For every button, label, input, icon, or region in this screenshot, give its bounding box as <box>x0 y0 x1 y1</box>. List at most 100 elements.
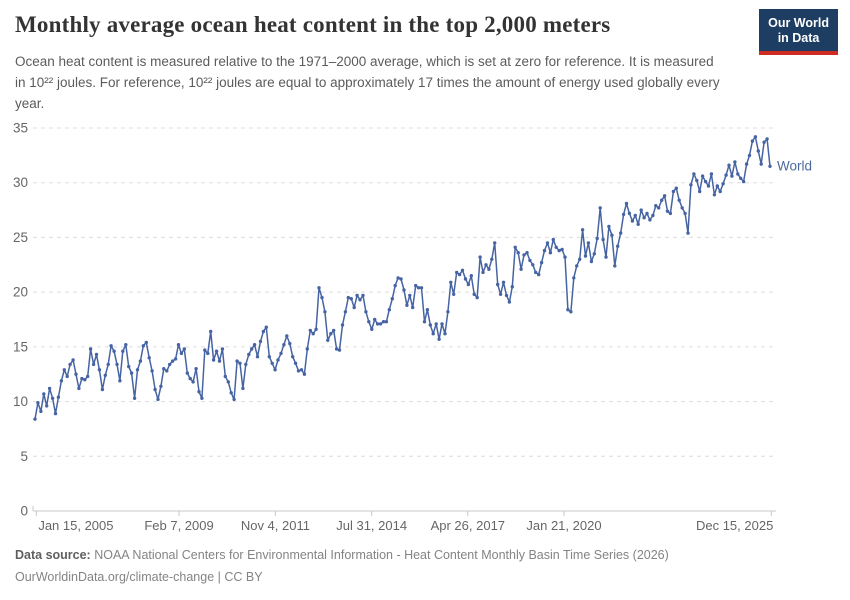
data-point-marker <box>572 276 576 280</box>
data-point-marker <box>692 172 696 176</box>
data-point-marker <box>115 362 119 367</box>
owid-logo[interactable]: Our World in Data <box>759 9 838 55</box>
data-point-marker <box>214 349 219 353</box>
data-point-marker <box>750 139 755 143</box>
license-link-line[interactable]: OurWorldinData.org/climate-change | CC B… <box>15 570 263 584</box>
data-point-marker <box>654 204 658 208</box>
data-point-marker <box>662 194 667 198</box>
data-point-marker <box>762 140 766 144</box>
data-point-marker <box>419 286 424 290</box>
data-point-marker <box>706 184 711 188</box>
data-point-marker <box>466 282 471 287</box>
data-point-marker <box>630 219 635 223</box>
data-point-marker <box>575 264 579 268</box>
data-point-marker <box>390 297 394 301</box>
data-point-marker <box>244 362 248 367</box>
data-point-marker <box>247 352 251 357</box>
data-point-marker <box>449 280 453 284</box>
data-point-marker <box>241 386 245 391</box>
data-point-marker <box>695 178 699 183</box>
data-point-marker <box>337 348 342 352</box>
data-point-marker <box>378 322 383 326</box>
data-point-marker <box>229 391 233 395</box>
data-point-marker <box>68 362 72 367</box>
data-point-marker <box>88 347 93 351</box>
data-point-marker <box>109 344 113 348</box>
data-point-marker <box>730 174 734 178</box>
data-point-marker <box>206 351 210 356</box>
data-point-marker <box>592 252 596 256</box>
data-point-marker <box>431 332 435 336</box>
data-point-marker <box>657 206 661 210</box>
data-point-marker <box>727 163 731 167</box>
data-point-marker <box>129 371 134 375</box>
data-point-marker <box>677 198 681 202</box>
data-point-marker <box>367 320 371 324</box>
data-point-marker <box>680 206 684 210</box>
y-axis-label: 10 <box>13 394 28 409</box>
data-point-marker <box>496 282 500 287</box>
data-point-marker <box>739 176 743 180</box>
data-point-marker <box>765 137 769 141</box>
data-point-marker <box>127 364 131 369</box>
data-point-marker <box>80 376 84 381</box>
data-point-marker <box>624 201 629 206</box>
data-point-marker <box>352 305 356 310</box>
data-point-marker <box>346 295 350 300</box>
data-point-marker <box>756 149 760 153</box>
data-point-marker <box>232 397 236 402</box>
data-point-marker <box>250 347 254 351</box>
data-point-marker <box>47 386 52 391</box>
data-point-marker <box>179 351 184 356</box>
data-point-marker <box>510 285 514 289</box>
data-point-marker <box>560 247 564 252</box>
data-point-marker <box>516 251 520 255</box>
data-point-marker <box>736 172 740 176</box>
data-point-marker <box>238 361 242 365</box>
data-point-marker <box>405 303 409 307</box>
data-point-marker <box>144 340 148 345</box>
series-end-label: World <box>777 158 812 173</box>
data-point-marker <box>170 359 175 363</box>
data-point-marker <box>261 329 266 334</box>
y-axis-label: 20 <box>13 285 28 300</box>
data-point-marker <box>53 411 58 416</box>
data-point-marker <box>712 193 717 197</box>
data-point-marker <box>610 233 614 237</box>
data-point-marker <box>162 367 166 371</box>
data-point-marker <box>326 338 330 342</box>
data-point-marker <box>633 213 637 218</box>
data-point-marker <box>718 189 722 194</box>
data-point-marker <box>343 310 348 314</box>
data-point-marker <box>226 380 230 384</box>
data-point-marker <box>296 369 301 373</box>
data-point-marker <box>255 355 260 359</box>
data-point-marker <box>642 216 646 220</box>
data-point-marker <box>531 263 535 267</box>
data-point-marker <box>223 374 227 379</box>
data-point-marker <box>106 362 110 367</box>
data-point-marker <box>288 341 292 346</box>
data-point-marker <box>768 164 772 168</box>
data-point-marker <box>159 384 163 388</box>
data-point-marker <box>460 268 465 272</box>
data-point-marker <box>621 212 626 217</box>
data-point-marker <box>604 255 608 259</box>
x-axis-label: Nov 4, 2011 <box>241 518 310 533</box>
data-point-marker <box>724 173 728 177</box>
data-point-marker <box>340 323 345 327</box>
data-point-marker <box>176 343 181 347</box>
data-point-marker <box>285 334 289 338</box>
data-point-marker <box>660 198 664 202</box>
data-point-marker <box>65 374 69 379</box>
data-point-marker <box>77 386 81 391</box>
data-point-marker <box>323 310 327 314</box>
data-point-marker <box>440 322 444 326</box>
data-point-marker <box>370 327 374 331</box>
data-point-marker <box>557 248 561 253</box>
data-point-marker <box>542 248 547 253</box>
x-axis-label: Jan 15, 2005 <box>38 518 113 533</box>
data-point-marker <box>299 368 304 372</box>
